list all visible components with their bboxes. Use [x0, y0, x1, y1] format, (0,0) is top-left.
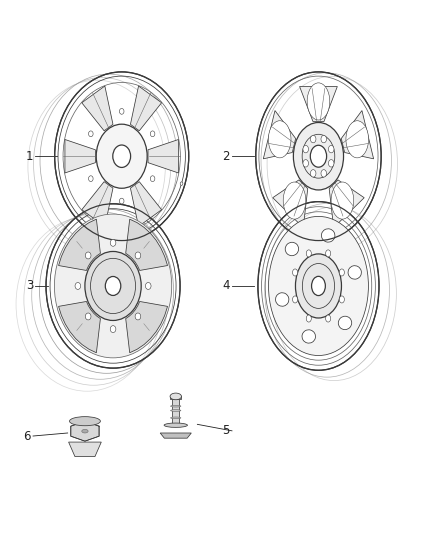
Polygon shape [131, 86, 162, 131]
Ellipse shape [293, 269, 297, 276]
Polygon shape [131, 182, 162, 227]
Polygon shape [126, 219, 168, 270]
Ellipse shape [268, 121, 291, 158]
Ellipse shape [85, 252, 91, 259]
Ellipse shape [88, 176, 93, 182]
Ellipse shape [150, 176, 155, 182]
Ellipse shape [285, 243, 299, 256]
Ellipse shape [113, 145, 131, 167]
Polygon shape [59, 219, 100, 270]
Ellipse shape [120, 198, 124, 204]
Ellipse shape [170, 417, 181, 419]
Ellipse shape [321, 135, 326, 143]
Ellipse shape [82, 430, 88, 433]
Ellipse shape [306, 250, 311, 257]
Ellipse shape [325, 315, 331, 322]
Ellipse shape [307, 83, 330, 120]
Ellipse shape [325, 250, 331, 257]
Text: 6: 6 [23, 430, 31, 442]
Ellipse shape [306, 315, 311, 322]
Ellipse shape [54, 214, 172, 358]
Polygon shape [148, 140, 178, 173]
Ellipse shape [88, 131, 93, 136]
Ellipse shape [276, 293, 289, 306]
Ellipse shape [268, 216, 368, 356]
Polygon shape [59, 302, 100, 353]
Polygon shape [160, 433, 191, 438]
Text: 2: 2 [223, 150, 230, 163]
Ellipse shape [311, 169, 316, 177]
Ellipse shape [311, 276, 325, 296]
Ellipse shape [321, 229, 335, 242]
Ellipse shape [105, 277, 121, 295]
Ellipse shape [110, 239, 116, 246]
Ellipse shape [120, 109, 124, 114]
Polygon shape [172, 399, 180, 424]
Polygon shape [329, 180, 364, 228]
Polygon shape [300, 86, 337, 122]
Ellipse shape [164, 423, 187, 427]
Ellipse shape [339, 269, 344, 276]
Ellipse shape [346, 121, 368, 158]
Ellipse shape [180, 182, 183, 185]
Text: 1: 1 [25, 150, 33, 163]
Ellipse shape [135, 313, 141, 320]
Ellipse shape [85, 252, 141, 320]
Ellipse shape [96, 124, 147, 188]
Ellipse shape [170, 393, 181, 400]
Ellipse shape [135, 252, 141, 259]
Polygon shape [69, 442, 101, 457]
Ellipse shape [170, 410, 181, 411]
Ellipse shape [348, 265, 361, 279]
Ellipse shape [293, 296, 297, 303]
Ellipse shape [321, 169, 326, 177]
Ellipse shape [310, 146, 327, 167]
Ellipse shape [296, 254, 342, 318]
Polygon shape [71, 421, 99, 441]
Polygon shape [82, 182, 113, 227]
Polygon shape [273, 180, 308, 228]
Ellipse shape [303, 146, 308, 153]
Polygon shape [170, 396, 181, 399]
Polygon shape [65, 140, 95, 173]
Ellipse shape [293, 123, 343, 190]
Ellipse shape [303, 159, 308, 167]
Ellipse shape [110, 326, 116, 333]
Ellipse shape [283, 182, 306, 219]
Ellipse shape [170, 405, 181, 407]
Text: 4: 4 [223, 279, 230, 293]
Ellipse shape [339, 296, 344, 303]
Ellipse shape [145, 282, 151, 289]
Polygon shape [263, 110, 296, 159]
Polygon shape [126, 302, 168, 353]
Ellipse shape [311, 135, 316, 143]
Ellipse shape [75, 282, 81, 289]
Polygon shape [82, 86, 113, 131]
Ellipse shape [150, 131, 155, 136]
Ellipse shape [85, 313, 91, 320]
Text: 3: 3 [26, 279, 33, 293]
Ellipse shape [338, 316, 352, 329]
Ellipse shape [328, 159, 334, 167]
Text: 5: 5 [223, 424, 230, 438]
Ellipse shape [328, 146, 334, 153]
Ellipse shape [302, 330, 315, 343]
Ellipse shape [331, 182, 354, 219]
Ellipse shape [70, 417, 100, 426]
Polygon shape [341, 110, 374, 159]
